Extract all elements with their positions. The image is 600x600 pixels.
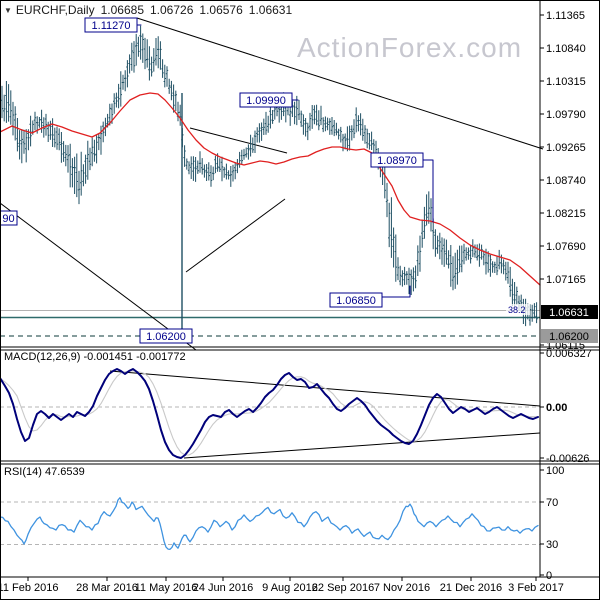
rsi-line [0, 497, 539, 550]
macd-axis-label: 0.006327 [546, 348, 592, 360]
price-trendline [185, 198, 286, 273]
symbol-timeframe-label: EURCHF,Daily [15, 3, 95, 17]
rsi-axis-label: 100 [546, 465, 564, 477]
x-axis-date-label: 21 Dec 2016 [440, 582, 502, 594]
price-trendline [136, 17, 544, 150]
y-axis-price-label: 1.07165 [546, 274, 586, 286]
price-annotation-box [139, 328, 193, 344]
price-trendline [0, 202, 197, 351]
price-annotation-text: 1.06200 [146, 331, 186, 343]
annotation-connector [422, 159, 434, 223]
y-axis-price-label: 1.07690 [546, 241, 586, 253]
rsi-indicator-header: RSI(14) 47.6539 [4, 466, 85, 478]
moving-average-line [0, 92, 541, 286]
x-axis-date-label: 11 Feb 2016 [0, 582, 58, 594]
x-axis-date-label: 11 May 2016 [135, 582, 198, 594]
symbol-dropdown-icon: ▼ [4, 6, 12, 15]
price-annotation-text: 1.08970 [377, 155, 417, 167]
price-annotation-box [329, 292, 383, 308]
price-annotation-text: 1.06850 [336, 295, 376, 307]
rsi-axis-label: 30 [546, 539, 558, 551]
x-axis-date-label: 24 Jun 2016 [193, 582, 254, 594]
y-axis-price-label: 1.08215 [546, 208, 586, 220]
ohlc-low-value: 1.06576 [199, 3, 243, 17]
current-price-value: 1.06631 [549, 307, 589, 319]
x-axis-date-label: 9 Aug 2016 [262, 582, 318, 594]
current-price-box [541, 305, 598, 319]
rsi-axis-label: 0 [546, 570, 552, 582]
price-annotation-box [84, 17, 138, 33]
macd-indicator-header: MACD(12,26,9) -0.001451 -0.001772 [4, 351, 186, 363]
fib-label-bg [506, 304, 530, 315]
y-axis-price-label: 1.10840 [546, 43, 586, 55]
x-axis-date-label: 28 Mar 2016 [76, 582, 138, 594]
price-annotation-text: 90 [2, 213, 14, 225]
ohlc-open-value: 1.06685 [100, 3, 144, 17]
y-axis-price-label: 1.09790 [546, 109, 586, 121]
y-axis-price-label: 1.10315 [546, 76, 586, 88]
macd-trendline [183, 432, 541, 459]
y-axis-price-label: 1.09265 [546, 142, 586, 154]
chart-header: ▼ EURCHF,Daily 1.06685 1.06726 1.06576 1.0663… [4, 3, 292, 17]
annotation-connector [381, 285, 411, 298]
macd-axis-label: 0.00 [546, 402, 567, 414]
y-axis-price-label: 1.08740 [546, 175, 586, 187]
actionforex-watermark: ActionForex.com [297, 32, 523, 63]
level-price-value: 1.06200 [549, 331, 589, 343]
macd-signal-line [0, 370, 539, 456]
macd-main-line [0, 368, 539, 459]
price-annotation-box [0, 210, 18, 226]
fib-382-label: 38.2 [508, 305, 526, 315]
level-price-box [541, 329, 598, 343]
x-axis-date-label: 22 Sep 2016 [312, 582, 374, 594]
ohlc-high-value: 1.06726 [150, 3, 194, 17]
macd-axis-label: -0.00626 [546, 453, 589, 465]
y-axis-price-label: 1.11365 [546, 10, 585, 22]
price-trendline [189, 127, 288, 154]
price-annotation-box [370, 152, 424, 168]
price-annotation-box [239, 92, 293, 108]
x-axis-date-label: 3 Feb 2017 [508, 582, 564, 594]
ohlc-close-value: 1.06631 [248, 3, 293, 17]
rsi-axis-label: 70 [546, 497, 558, 509]
x-axis-date-label: 7 Nov 2016 [374, 582, 430, 594]
price-annotation-text: 1.11270 [92, 20, 131, 32]
price-bars [0, 25, 538, 327]
price-annotation-text: 1.09990 [246, 95, 286, 107]
